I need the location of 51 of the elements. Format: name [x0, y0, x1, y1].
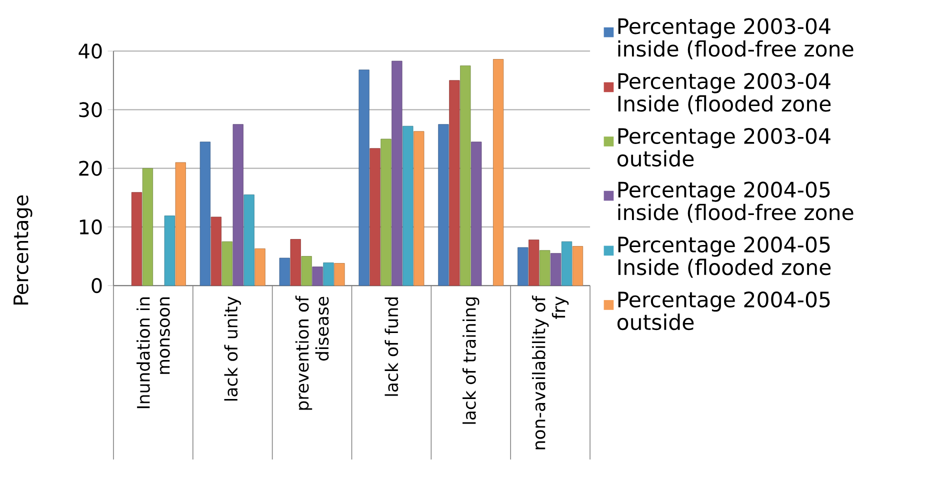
bar: [528, 240, 540, 286]
bar: [414, 131, 424, 286]
x-tick-label: lack of training: [462, 298, 480, 424]
bar: [540, 250, 550, 286]
bar: [200, 142, 210, 286]
bar: [244, 194, 254, 286]
bar: [323, 262, 334, 286]
bar: [279, 258, 290, 286]
bar: [550, 253, 562, 286]
bar: [254, 248, 266, 286]
bar: [290, 239, 301, 286]
legend-label: Percentage 2004-05 inside (flood-free zone: [618, 182, 854, 224]
legend-label: Percentage 2004-05 outside: [617, 292, 830, 330]
bar: [449, 80, 460, 286]
y-tick-label: 20: [79, 160, 102, 176]
x-tick-label: prevention of disease: [295, 296, 329, 410]
bar: [334, 263, 345, 286]
bar: [561, 242, 572, 286]
y-tick-label: 30: [79, 102, 102, 118]
legend-label: Percentage 2003-04 Inside (flooded zone: [618, 73, 831, 114]
x-tick-label: non-availability of fry: [532, 296, 569, 450]
y-tick-label: 0: [92, 278, 102, 294]
bar: [232, 124, 244, 286]
bar: [572, 246, 584, 286]
bar: [471, 142, 482, 286]
bar: [402, 126, 414, 286]
bar: [392, 61, 402, 286]
y-tick-label: 10: [80, 220, 102, 235]
bar: [312, 266, 323, 286]
bar: [370, 148, 380, 286]
bar: [460, 66, 471, 286]
bar: [438, 124, 449, 286]
bar: [222, 242, 232, 286]
x-tick-label: Inundation in monsoon: [136, 298, 170, 408]
x-tick-label: lack of unity: [224, 296, 241, 401]
y-tick-label: 40: [78, 44, 102, 59]
bar: [301, 256, 312, 286]
bar: [210, 216, 222, 286]
x-tick-label: lack of fund: [384, 298, 398, 396]
bar: [518, 247, 528, 286]
bar: [380, 139, 392, 286]
bar: [358, 70, 370, 286]
bar: [164, 216, 175, 286]
bar: [175, 162, 186, 286]
bar: [142, 168, 154, 286]
legend-label: Percentage 2003-04 outside: [617, 128, 830, 167]
legend-label: Percentage 2004-05 Inside (flooded zone: [618, 236, 831, 278]
y-axis-title: Percentage: [14, 196, 32, 305]
bar: [131, 192, 142, 286]
legend-label: Percentage 2003-04 inside (flood-free zone: [618, 18, 854, 60]
bar: [493, 59, 504, 286]
